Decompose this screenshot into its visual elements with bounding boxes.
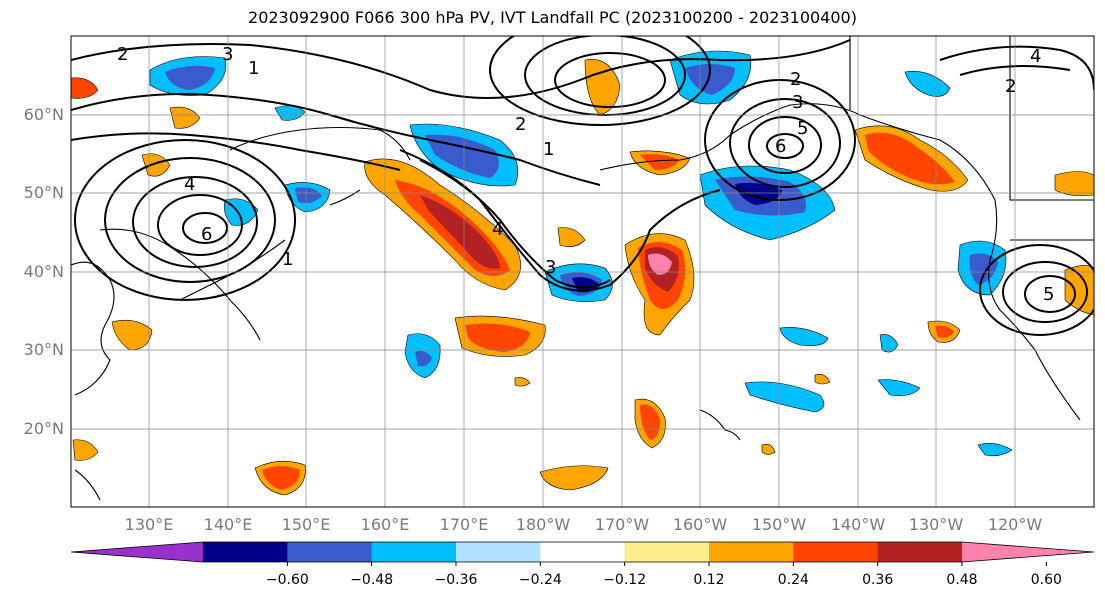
contour-label: 6 [775,136,786,157]
pv-anomaly-shading [71,50,1094,496]
lon-label: 140°W [830,515,886,534]
contour-label: 3 [792,92,803,113]
lon-label: 150°E [281,515,331,534]
contour-label: 5 [797,118,808,139]
colorbar-tick-label: 0.12 [693,572,725,588]
contour-label: 2 [117,44,128,65]
contour-label: 2 [1005,76,1016,97]
contour-label: 4 [1030,46,1041,67]
colorbar-tick-label: −0.48 [350,572,394,588]
colorbar-tick-label: 0.60 [1030,572,1062,588]
colorbar-tick-label: −0.12 [603,572,647,588]
lat-label-50n: 50°N [23,183,64,202]
contour-label: 4 [184,174,195,195]
contour-label: 5 [1043,284,1054,305]
colorbar-tick-label: −0.36 [434,572,478,588]
lon-label: 170°W [594,515,650,534]
contour-label: 3 [222,44,233,65]
lon-label: 150°W [751,515,807,534]
lon-label: 130°W [908,515,964,534]
colorbar-tick-label: 0.36 [862,572,894,588]
lat-label-20n: 20°N [23,419,64,438]
map-title: 2023092900 F066 300 hPa PV, IVT Landfall… [248,8,857,27]
contour-label: 3 [545,257,556,278]
lat-label-60n: 60°N [23,105,64,124]
lon-label: 130°E [124,515,174,534]
colorbar-tick-label: 0.48 [946,572,978,588]
graticule [71,36,1094,507]
lon-label: 140°E [203,515,253,534]
contour-label: 6 [201,224,212,245]
lon-label: 170°E [439,515,489,534]
lon-label: 120°W [987,515,1043,534]
lon-label: 160°W [672,515,728,534]
contour-label: 1 [248,58,259,79]
contour-label-group: 1 2 3 4 1 2 3 4 2 3 5 6 1 6 5 4 2 [117,44,1054,305]
lat-label-30n: 30°N [23,340,64,359]
colorbar-tick-label: −0.60 [265,572,309,588]
contour-label: 4 [492,219,503,240]
contour-label: 2 [790,69,801,90]
lon-label: 180°W [515,515,571,534]
contour-label: 1 [282,249,293,270]
contour-label: 2 [515,114,526,135]
lon-label: 160°E [360,515,410,534]
lat-label-40n: 40°N [23,262,64,281]
contour-label: 1 [543,139,554,160]
colorbar-tick-label: 0.24 [777,572,809,588]
pv-contours [71,36,1094,336]
colorbar-tick-label: −0.24 [518,572,562,588]
